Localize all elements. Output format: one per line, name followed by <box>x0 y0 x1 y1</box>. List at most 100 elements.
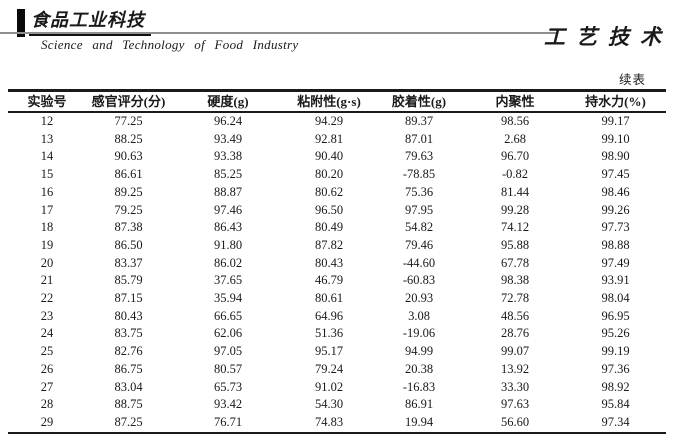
table-cell: 19 <box>40 237 54 252</box>
table-cell: 90.40 <box>314 149 344 164</box>
table-cell: 77.25 <box>114 114 143 128</box>
table-cell: 85.25 <box>213 167 243 182</box>
table-cell: 99.28 <box>500 202 530 217</box>
table-cell: 87.15 <box>114 291 143 306</box>
table-row: 28 88.75 93.42 54.30 86.91 97.63 95.84 <box>8 396 666 414</box>
table-row: 22 87.15 35.94 80.61 20.93 72.78 98.04 <box>8 290 666 308</box>
table-cell: 88.25 <box>114 131 143 146</box>
table-cell: 96.24 <box>213 114 243 128</box>
table-cell: 2.68 <box>504 131 526 146</box>
table-cell: 90.63 <box>114 149 143 164</box>
table-row: 18 87.38 86.43 80.49 54.82 74.12 97.73 <box>8 219 666 237</box>
table-cell: 76.71 <box>213 414 243 429</box>
table-cell: 87.01 <box>404 131 434 146</box>
table-cell: 23 <box>40 308 54 323</box>
table-cell: 20.93 <box>404 291 434 306</box>
table-cell: 93.38 <box>213 149 243 164</box>
table-cell: 97.73 <box>601 220 630 235</box>
table-cell: 27 <box>40 379 54 394</box>
table-cell: 74.83 <box>314 414 344 429</box>
results-table: 实验号 感官评分(分) 硬度(g) 粘附性(g·s) 胶着性(g) 内聚性 持水力(%) 1… <box>8 89 666 434</box>
table-cell: 97.95 <box>404 202 434 217</box>
table-cell: 81.44 <box>500 184 530 199</box>
table-cell: 93.42 <box>213 397 243 412</box>
table-cell: 99.19 <box>601 344 630 359</box>
column-header: 持水力(%) <box>565 89 666 113</box>
table-cell: 95.26 <box>601 326 630 341</box>
table-cell: 83.75 <box>114 326 143 341</box>
table-cell: 99.07 <box>500 344 530 359</box>
table-row: 14 90.63 93.38 90.40 79.63 96.70 98.90 <box>8 148 666 166</box>
table-cell: 93.49 <box>213 131 243 146</box>
table-cell: 97.49 <box>601 255 630 270</box>
table-header: 实验号 感官评分(分) 硬度(g) 粘附性(g·s) 胶着性(g) 内聚性 持水力(%) <box>8 89 666 113</box>
table-body: 12 77.25 96.24 94.29 89.37 98.56 99.17 13 88.25 9… <box>8 112 666 433</box>
masthead-divider-rule <box>0 32 556 34</box>
table-cell: 87.25 <box>114 414 143 429</box>
table-cell: 85.79 <box>114 273 143 288</box>
table-cell: 95.88 <box>500 237 530 252</box>
table-cell: 33.30 <box>500 379 530 394</box>
table-cell: 97.05 <box>213 344 243 359</box>
table-cell: 22 <box>40 291 54 306</box>
table-cell: 13 <box>40 131 54 146</box>
table-cell: 24 <box>40 326 54 341</box>
table-cell: 97.63 <box>500 397 530 412</box>
table-cell: 80.49 <box>314 220 344 235</box>
table-cell: 79.24 <box>314 361 344 376</box>
table-cell: 80.61 <box>314 291 344 306</box>
table-cell: 64.96 <box>314 308 344 323</box>
table-cell: -16.83 <box>402 379 436 394</box>
table-cell: 98.92 <box>601 379 630 394</box>
table-cell: -78.85 <box>402 167 436 182</box>
table-cell: 98.04 <box>601 291 630 306</box>
table-cell: 83.04 <box>114 379 143 394</box>
table-cell: 67.78 <box>500 255 530 270</box>
table-cell: 92.81 <box>314 131 344 146</box>
table-cell: 99.26 <box>601 202 630 217</box>
table-row: 27 83.04 65.73 91.02 -16.83 33.30 98.92 <box>8 379 666 397</box>
table-cell: 99.10 <box>601 131 630 146</box>
table-cell: 48.56 <box>500 308 530 323</box>
continued-table-label: 续表 <box>618 73 646 87</box>
table-row: 13 88.25 93.49 92.81 87.01 2.68 99.10 <box>8 131 666 149</box>
table-cell: 98.56 <box>500 114 530 128</box>
table-cell: 87.38 <box>114 220 143 235</box>
column-header: 硬度(g) <box>171 89 285 113</box>
table-cell: 28.76 <box>500 326 530 341</box>
table-cell: 96.50 <box>314 202 344 217</box>
table-cell: 72.78 <box>500 291 530 306</box>
table-row: 25 82.76 97.05 95.17 94.99 99.07 99.19 <box>8 343 666 361</box>
table-cell: 97.36 <box>601 361 630 376</box>
table-cell: 86.61 <box>114 167 143 182</box>
table-cell: 86.02 <box>213 255 243 270</box>
table-cell: 20.38 <box>404 361 434 376</box>
table-cell: 54.82 <box>404 220 434 235</box>
table-row: 12 77.25 96.24 94.29 89.37 98.56 99.17 <box>8 112 666 131</box>
table-cell: 18 <box>40 220 54 235</box>
table-cell: 95.17 <box>314 344 344 359</box>
table-cell: 12 <box>40 114 54 128</box>
table-cell: 86.91 <box>404 397 434 412</box>
table-cell: 97.34 <box>601 414 630 429</box>
table-cell: 3.08 <box>408 308 430 323</box>
table-cell: 28 <box>40 397 54 412</box>
journal-logo-cn: 食品工业科技 <box>29 6 151 36</box>
table-cell: 46.79 <box>314 273 344 288</box>
table-row: 19 86.50 91.80 87.82 79.46 95.88 98.88 <box>8 237 666 255</box>
table-cell: 83.37 <box>114 255 143 270</box>
table-cell: 15 <box>40 167 54 182</box>
table-cell: 25 <box>40 344 54 359</box>
table-cell: 89.25 <box>114 184 143 199</box>
table-cell: 93.91 <box>601 273 630 288</box>
table-row: 23 80.43 66.65 64.96 3.08 48.56 96.95 <box>8 308 666 326</box>
table-row: 17 79.25 97.46 96.50 97.95 99.28 99.26 <box>8 202 666 220</box>
table-cell: 88.87 <box>213 184 243 199</box>
table-row: 21 85.79 37.65 46.79 -60.83 98.38 93.91 <box>8 272 666 290</box>
section-title: 工艺技术 <box>544 25 672 49</box>
table-cell: 80.20 <box>314 167 344 182</box>
table-cell: 98.88 <box>601 237 630 252</box>
table-cell: 75.36 <box>404 184 434 199</box>
table-cell: 97.45 <box>601 167 630 182</box>
